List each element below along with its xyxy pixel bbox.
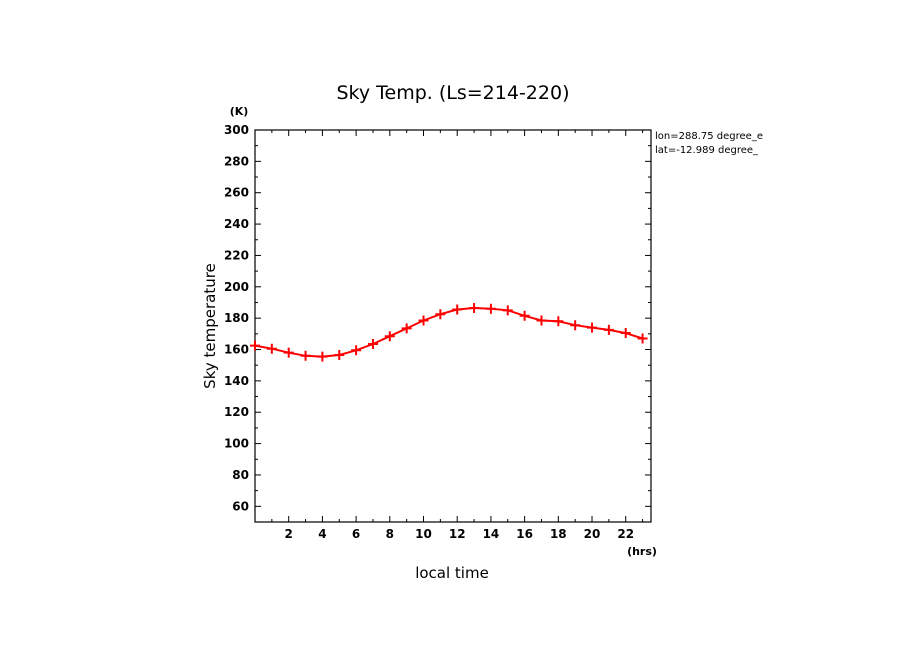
y-tick-label: 260 — [224, 186, 249, 200]
series-group — [250, 302, 648, 362]
x-tick-label: 4 — [318, 527, 326, 541]
tick-labels: 2 4 6 8 10 12 14 16 18 20 22 60 80 100 120 140 160 180 200… — [224, 123, 634, 541]
x-tick-label: 10 — [415, 527, 432, 541]
data-point — [502, 305, 513, 316]
y-tick-label: 280 — [224, 154, 249, 168]
y-tick-label: 300 — [224, 123, 249, 137]
x-unit-label: (hrs) — [627, 545, 657, 558]
data-point — [603, 324, 614, 335]
x-tick-label: 22 — [617, 527, 634, 541]
data-point — [384, 331, 395, 342]
y-unit-label: (K) — [230, 105, 249, 118]
y-tick-label: 140 — [224, 374, 249, 388]
y-tick-label: 200 — [224, 280, 249, 294]
data-point — [570, 320, 581, 331]
y-tick-label: 180 — [224, 311, 249, 325]
x-tick-label: 8 — [386, 527, 394, 541]
data-point — [351, 345, 362, 356]
data-point — [317, 351, 328, 362]
data-point — [401, 323, 412, 334]
data-point — [637, 333, 648, 344]
data-point — [587, 322, 598, 333]
data-point — [367, 339, 378, 350]
x-tick-label: 16 — [516, 527, 533, 541]
axis-ticks — [255, 129, 651, 522]
data-point — [536, 315, 547, 326]
x-axis-label: local time — [415, 564, 489, 582]
y-tick-label: 160 — [224, 343, 249, 357]
data-point — [300, 350, 311, 361]
x-tick-label: 18 — [550, 527, 567, 541]
x-tick-label: 12 — [449, 527, 466, 541]
data-point — [469, 302, 480, 313]
x-tick-label: 20 — [584, 527, 601, 541]
y-tick-label: 120 — [224, 405, 249, 419]
data-point — [452, 304, 463, 315]
x-tick-label: 2 — [285, 527, 293, 541]
x-tick-label: 14 — [483, 527, 500, 541]
y-axis-label: Sky temperature — [201, 263, 219, 389]
y-tick-label: 220 — [224, 248, 249, 262]
chart-title: Sky Temp. (Ls=214-220) — [336, 82, 569, 104]
data-point — [553, 316, 564, 327]
data-point — [283, 347, 294, 358]
data-point — [620, 328, 631, 339]
lon-info: lon=288.75 degree_e — [655, 131, 763, 142]
data-point — [334, 350, 345, 361]
y-tick-label: 240 — [224, 217, 249, 231]
data-point — [435, 309, 446, 320]
data-point — [485, 303, 496, 314]
y-tick-label: 80 — [232, 468, 249, 482]
x-tick-label: 6 — [352, 527, 360, 541]
data-point — [250, 340, 260, 351]
data-point — [266, 343, 277, 354]
y-tick-label: 60 — [232, 499, 249, 513]
lat-info: lat=-12.989 degree_ — [655, 145, 759, 156]
series-line — [254, 306, 643, 358]
data-point — [418, 315, 429, 326]
data-point — [519, 310, 530, 321]
y-tick-label: 100 — [224, 437, 249, 451]
plot-frame — [254, 129, 652, 523]
